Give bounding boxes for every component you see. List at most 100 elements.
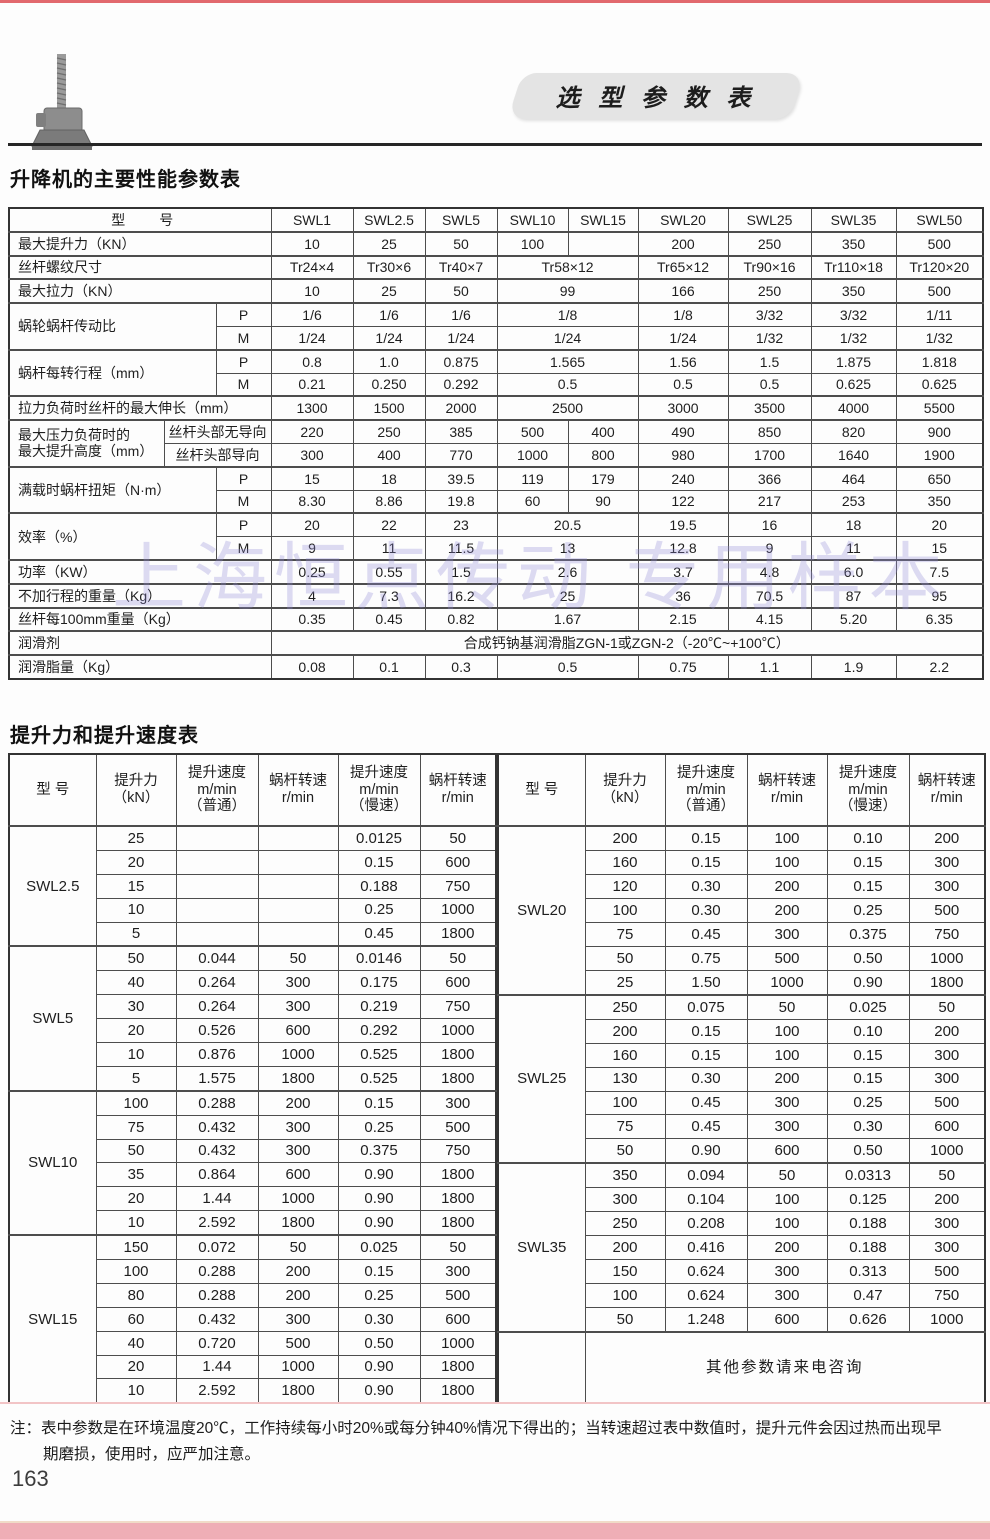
value-cell: 0.90 — [337, 1378, 421, 1404]
value-cell: 1/6 — [424, 302, 498, 327]
value-cell: 25 — [352, 230, 426, 257]
value-cell: 7.3 — [352, 582, 426, 609]
model-column-header: SWL2.5 — [352, 207, 426, 233]
model-name-cell: SWL15 — [8, 1234, 97, 1404]
value-cell: 50 — [908, 1162, 986, 1189]
value-cell: 500 — [419, 1282, 497, 1308]
value-cell: 750 — [908, 1283, 986, 1308]
section-title-speed: 提升力和提升速度表 — [10, 725, 199, 747]
value-cell: 200 — [908, 825, 986, 852]
model-name-cell: SWL20 — [497, 825, 586, 996]
value-cell: 300 — [908, 1211, 986, 1237]
value-cell: Tr58×12 — [496, 254, 639, 280]
value-cell: 19.5 — [637, 512, 729, 538]
value-cell: 16.2 — [424, 582, 498, 609]
page-number: 163 — [12, 1466, 49, 1491]
value-cell: 25 — [95, 824, 177, 851]
value-cell: 1800 — [419, 1210, 497, 1236]
value-cell: Tr40×7 — [424, 254, 498, 280]
value-cell: 50 — [584, 945, 666, 971]
row-sublabel: 丝杆头部无导向 — [163, 419, 272, 444]
value-cell: 130 — [584, 1066, 666, 1092]
value-cell: 200 — [584, 825, 666, 852]
value-cell: 300 — [908, 1042, 986, 1068]
value-cell: 10 — [270, 230, 354, 257]
value-cell: 1/24 — [637, 325, 729, 351]
value-cell: 0.15 — [826, 1066, 910, 1092]
value-cell: 1.0 — [352, 348, 426, 374]
value-cell: 0.30 — [664, 874, 748, 899]
value-cell: 100 — [746, 1187, 828, 1213]
value-cell: 200 — [746, 1235, 828, 1261]
value-cell: 25 — [584, 969, 666, 996]
value-cell: 300 — [908, 1235, 986, 1261]
value-cell: 0.624 — [664, 1283, 748, 1308]
value-cell: 500 — [895, 278, 984, 304]
value-cell: 4000 — [810, 395, 897, 421]
value-cell: 10 — [95, 1042, 177, 1067]
model-column-header: SWL25 — [727, 207, 812, 233]
value-cell: 300 — [419, 1259, 497, 1284]
value-cell: 11 — [810, 536, 897, 561]
value-cell: 1800 — [419, 1042, 497, 1067]
value-cell: 500 — [908, 1259, 986, 1285]
value-cell: 0.432 — [175, 1306, 259, 1332]
value-cell: 5 — [95, 921, 177, 947]
value-cell: 0.55 — [352, 558, 426, 585]
value-cell: 50 — [95, 1138, 177, 1164]
value-cell: 0.219 — [337, 994, 421, 1020]
value-cell: 600 — [419, 1306, 497, 1332]
model-name-cell: SWL25 — [497, 993, 586, 1164]
value-cell: 0.3 — [424, 654, 498, 680]
value-cell: 20 — [95, 1018, 177, 1044]
value-cell: 1/24 — [352, 325, 426, 351]
value-cell: 120 — [584, 874, 666, 899]
value-cell: 0.45 — [664, 921, 748, 947]
value-cell: 100 — [746, 1018, 828, 1044]
value-cell: 2.592 — [175, 1378, 259, 1404]
value-cell: 1000 — [908, 1306, 986, 1333]
value-cell: Tr30×6 — [352, 254, 426, 280]
value-cell: 1.1 — [727, 654, 812, 680]
value-cell: 100 — [584, 898, 666, 923]
value-cell: 1000 — [496, 442, 569, 468]
value-cell: 7.5 — [895, 558, 984, 585]
value-cell: 10 — [95, 897, 177, 923]
value-cell: 200 — [637, 230, 729, 257]
value-cell: 1640 — [810, 442, 897, 468]
value-cell: 100 — [746, 1042, 828, 1068]
model-column-header: SWL50 — [895, 207, 984, 233]
value-cell: 50 — [419, 1234, 497, 1261]
value-cell: 820 — [810, 419, 897, 444]
value-cell: 500 — [496, 419, 569, 444]
bottom-accent-bar — [0, 1521, 990, 1539]
value-cell: 80 — [95, 1282, 177, 1308]
value-cell: 0.720 — [175, 1330, 259, 1356]
row-label: 最大压力负荷时的 最大提升高度（mm） — [8, 419, 165, 468]
value-cell: 900 — [895, 419, 984, 444]
value-cell: 1.44 — [175, 1354, 259, 1380]
value-cell: 750 — [419, 1138, 497, 1164]
value-cell: 20 — [95, 849, 177, 875]
value-cell: 200 — [257, 1089, 339, 1116]
value-cell: 0.375 — [826, 921, 910, 947]
value-cell: 300 — [584, 1187, 666, 1213]
value-cell: 500 — [908, 1090, 986, 1116]
value-cell: 0.0313 — [826, 1162, 910, 1189]
value-cell: Tr120×20 — [895, 254, 984, 280]
value-cell: 3000 — [637, 395, 729, 421]
speed-column-header: 提升速度 m/min （普通） — [664, 753, 748, 827]
value-cell: 75 — [584, 1114, 666, 1140]
value-cell: 1.565 — [496, 348, 639, 374]
value-cell: 850 — [727, 419, 812, 444]
speed-column-header: 型 号 — [8, 753, 97, 827]
value-cell: 1.50 — [664, 969, 748, 996]
speed-table-left: 型 号提升力 （kN） 提升速度 m/min （普通） 蜗杆转速 r/min 提升速度… — [8, 753, 497, 1405]
value-cell: 20 — [95, 1186, 177, 1212]
value-cell — [175, 921, 259, 947]
value-cell: 600 — [257, 1018, 339, 1044]
value-cell: 150 — [95, 1234, 177, 1261]
value-cell: 500 — [419, 1114, 497, 1140]
value-cell: 100 — [95, 1259, 177, 1284]
